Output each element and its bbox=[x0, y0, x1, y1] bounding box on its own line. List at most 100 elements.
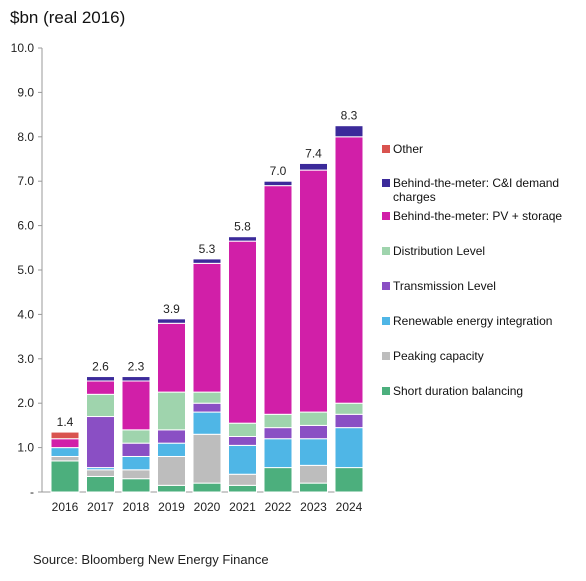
bar-segment bbox=[50, 455, 80, 462]
legend-label: Transmission Level bbox=[393, 279, 496, 293]
bar-segment bbox=[121, 442, 151, 457]
bar-total-label: 7.0 bbox=[270, 164, 287, 178]
y-tick-label: 7.0 bbox=[17, 174, 34, 188]
bar-segment bbox=[50, 431, 80, 440]
bar-segment bbox=[50, 447, 80, 457]
bar-segment bbox=[121, 455, 151, 471]
legend-item: Distribution Level bbox=[382, 244, 485, 258]
bar-total-label: 1.4 bbox=[57, 415, 74, 429]
bar-segment bbox=[299, 169, 328, 413]
bar-segment bbox=[334, 136, 364, 404]
y-tick-label: - bbox=[30, 485, 34, 499]
y-tick-label: 8.0 bbox=[17, 130, 34, 144]
bar-segment bbox=[86, 416, 115, 469]
bar-segment bbox=[228, 240, 257, 424]
bar-segment bbox=[86, 475, 115, 493]
bar-segment bbox=[228, 444, 257, 475]
y-tick-label: 9.0 bbox=[17, 85, 34, 99]
bar-segment bbox=[157, 322, 186, 393]
bar-segment bbox=[228, 473, 257, 486]
bar-segment bbox=[334, 413, 364, 429]
bar-segment bbox=[86, 469, 115, 477]
bar-segment bbox=[157, 455, 186, 486]
bar-segment bbox=[192, 482, 222, 493]
bar-segment bbox=[263, 467, 293, 493]
legend-swatch bbox=[382, 212, 390, 220]
bar-segment bbox=[157, 442, 186, 457]
bar-segment bbox=[50, 460, 80, 493]
legend-swatch bbox=[382, 387, 390, 395]
bar-segment bbox=[86, 393, 115, 418]
bar-segment bbox=[263, 438, 293, 469]
x-tick-label: 2023 bbox=[300, 500, 327, 514]
bar-total-label: 3.9 bbox=[163, 302, 180, 316]
bar-segment bbox=[192, 402, 222, 413]
x-tick-label: 2021 bbox=[229, 500, 256, 514]
chart-title: $bn (real 2016) bbox=[10, 8, 126, 27]
x-tick-label: 2016 bbox=[52, 500, 79, 514]
bar-segment bbox=[299, 438, 328, 466]
legend-swatch bbox=[382, 145, 390, 153]
bar-segment bbox=[228, 236, 257, 242]
y-tick-label: 4.0 bbox=[17, 307, 34, 321]
bar-segment bbox=[86, 380, 115, 395]
bar-total-label: 5.3 bbox=[199, 242, 216, 256]
bar-segment bbox=[334, 125, 364, 138]
x-tick-label: 2017 bbox=[87, 500, 114, 514]
legend-item: Peaking capacity bbox=[382, 349, 484, 363]
bar-segment bbox=[192, 258, 222, 264]
legend-item: Other bbox=[382, 142, 423, 156]
source-note: Source: Bloomberg New Energy Finance bbox=[33, 552, 269, 567]
legend-swatch bbox=[382, 317, 390, 325]
bar-segment bbox=[86, 376, 115, 382]
bar-segment bbox=[121, 478, 151, 493]
bar-segment bbox=[299, 424, 328, 440]
bar-segment bbox=[121, 469, 151, 480]
legend-swatch bbox=[382, 282, 390, 290]
legend-label: Behind-the-meter: PV + storaqe bbox=[393, 209, 563, 223]
bar-segment bbox=[299, 482, 328, 493]
bar-total-label: 2.3 bbox=[128, 360, 145, 374]
bar-segment bbox=[192, 262, 222, 393]
x-tick-label: 2022 bbox=[265, 500, 292, 514]
bar-total-label: 2.6 bbox=[92, 360, 109, 374]
bar-segment bbox=[228, 422, 257, 437]
bar-total-label: 5.8 bbox=[234, 220, 251, 234]
y-tick-label: 6.0 bbox=[17, 219, 34, 233]
legend-label: Other bbox=[393, 142, 424, 156]
bar-segment bbox=[157, 484, 186, 493]
x-tick-label: 2020 bbox=[194, 500, 221, 514]
legend-label: Distribution Level bbox=[393, 244, 486, 258]
legend-item: Short duration balancing bbox=[382, 384, 523, 398]
legend-item: Transmission Level bbox=[382, 279, 496, 293]
legend-swatch bbox=[382, 247, 390, 255]
bar-total-label: 7.4 bbox=[305, 146, 322, 160]
y-tick-label: 2.0 bbox=[17, 396, 34, 410]
legend-label: Peaking capacity bbox=[393, 349, 484, 363]
bar-segment bbox=[228, 484, 257, 493]
bar-segment bbox=[299, 411, 328, 426]
bar-segment bbox=[263, 180, 293, 187]
legend-label: Short duration balancing bbox=[393, 384, 524, 398]
bar-segment bbox=[334, 467, 364, 493]
bar-segment bbox=[192, 411, 222, 435]
bar-segment bbox=[263, 413, 293, 429]
y-tick-label: 5.0 bbox=[17, 263, 34, 277]
legend-label: Behind-the-meter: C&I demand charges bbox=[393, 176, 560, 204]
legend-swatch bbox=[382, 352, 390, 360]
x-tick-label: 2019 bbox=[158, 500, 185, 514]
legend-item: Behind-the-meter: PV + storaqe bbox=[382, 209, 562, 223]
bar-segment bbox=[263, 185, 293, 415]
bar-segment bbox=[334, 427, 364, 469]
bar-segment bbox=[299, 162, 328, 171]
legend-item: Behind-the-meter: C&I demand charges bbox=[382, 176, 582, 204]
legend-item: Renewable energy integration bbox=[382, 314, 552, 328]
bar-segment bbox=[50, 438, 80, 449]
bar-segment bbox=[192, 391, 222, 404]
y-tick-label: 1.0 bbox=[17, 441, 34, 455]
legend-label: Renewable energy integration bbox=[393, 314, 553, 328]
bar-segment bbox=[228, 436, 257, 446]
bar-segment bbox=[121, 380, 151, 431]
bar-segment bbox=[121, 376, 151, 382]
